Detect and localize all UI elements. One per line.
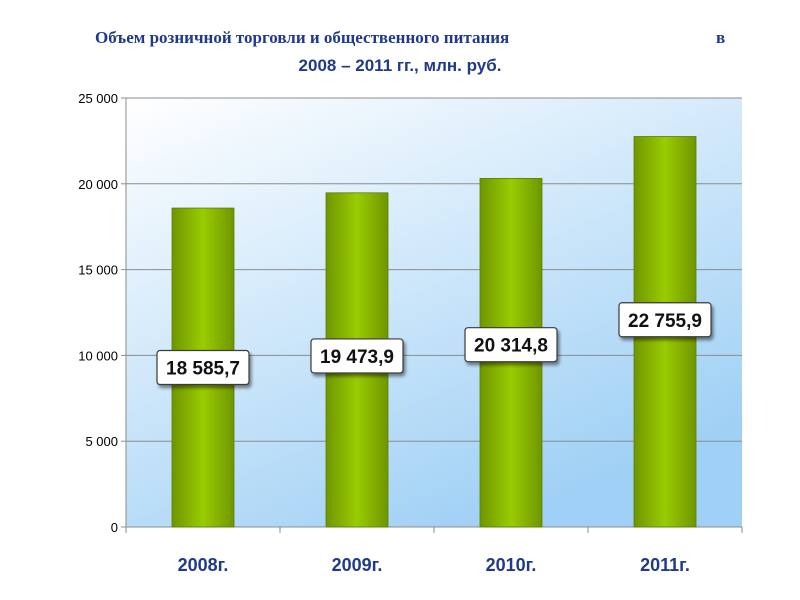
y-tick-label: 10 000 (78, 348, 118, 363)
chart-title-line2: 2008 – 2011 гг., млн. руб. (298, 56, 502, 75)
data-label: 18 585,7 (156, 349, 250, 386)
x-axis: 2008г. 2009г. 2010г. 2011г. (178, 555, 690, 575)
y-tick-label: 15 000 (78, 263, 118, 278)
data-label: 20 314,8 (464, 327, 558, 363)
y-axis: 0 5 000 10 000 15 000 20 000 25 000 (78, 91, 118, 535)
data-label-box (156, 349, 250, 386)
data-label-box (618, 302, 712, 338)
data-label-text: 19 473,9 (320, 347, 394, 368)
chart-title-line1-end: в (716, 28, 726, 47)
x-tick-label: 2010г. (486, 555, 537, 575)
y-tick-label: 0 (111, 520, 118, 535)
data-label-text: 20 314,8 (474, 336, 548, 357)
y-tick-label: 20 000 (78, 177, 118, 192)
y-tick-label: 25 000 (78, 91, 118, 106)
data-label-box (464, 327, 558, 363)
data-label-text: 18 585,7 (166, 359, 240, 380)
data-labels: 18 585,7 19 473,9 20 314,8 22 755,9 (156, 302, 712, 386)
x-tick-label: 2009г. (332, 555, 383, 575)
chart-title: Объем розничной торговли и общественного… (0, 24, 800, 80)
data-label: 19 473,9 (310, 338, 404, 374)
data-label: 22 755,9 (618, 302, 712, 338)
data-label-box (310, 338, 404, 374)
x-tick-label: 2011г. (640, 555, 690, 575)
x-tick-label: 2008г. (178, 555, 229, 575)
data-label-text: 22 755,9 (628, 311, 702, 332)
y-tick-label: 5 000 (85, 434, 118, 449)
chart-title-line1: Объем розничной торговли и общественного… (95, 28, 510, 47)
